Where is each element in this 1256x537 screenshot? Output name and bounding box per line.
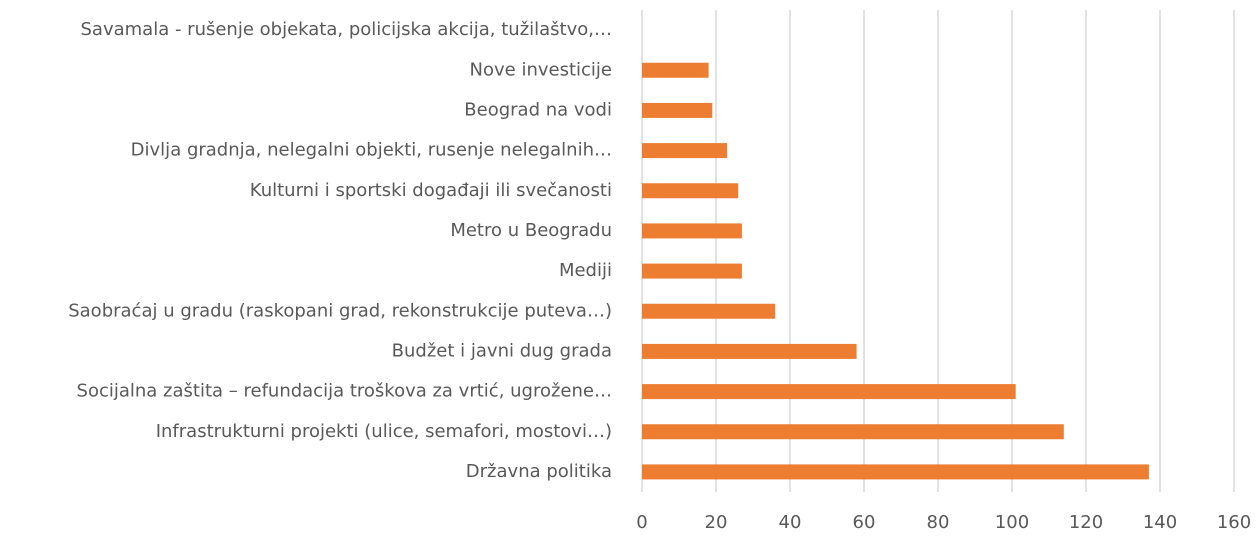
x-tick-label: 140 — [1143, 512, 1177, 533]
x-tick-label: 40 — [779, 512, 802, 533]
x-tick-label: 0 — [636, 512, 647, 533]
bar — [642, 143, 728, 159]
y-tick-label: Kulturni i sportski događaji ili svečano… — [250, 180, 612, 201]
y-tick-label: Beograd na vodi — [464, 99, 612, 120]
y-tick-label: Savamala - rušenje objekata, policijska … — [81, 19, 613, 40]
x-tick-label: 160 — [1217, 512, 1251, 533]
bar — [642, 303, 776, 319]
y-tick-label: Infrastrukturni projekti (ulice, semafor… — [156, 421, 612, 442]
y-tick-label: Mediji — [559, 260, 612, 281]
x-tick-label: 120 — [1069, 512, 1103, 533]
bar — [642, 102, 713, 118]
bar — [642, 424, 1064, 440]
y-tick-label: Socijalna zaštita – refundacija troškova… — [77, 381, 612, 402]
x-tick-label: 80 — [927, 512, 950, 533]
bar — [642, 384, 1016, 400]
x-tick-label: 60 — [853, 512, 876, 533]
bar — [642, 464, 1149, 480]
bar — [642, 343, 857, 359]
bar — [642, 62, 709, 78]
x-tick-label: 100 — [995, 512, 1029, 533]
y-tick-label: Budžet i javni dug grada — [392, 340, 612, 361]
bar — [642, 263, 742, 279]
x-tick-label: 20 — [705, 512, 728, 533]
y-tick-label: Nove investicije — [470, 59, 612, 80]
y-tick-label: Državna politika — [466, 461, 612, 482]
y-tick-label: Divlja gradnja, nelegalni objekti, rusen… — [131, 140, 612, 161]
y-tick-label: Saobraćaj u gradu (raskopani grad, rekon… — [68, 300, 612, 321]
bar — [642, 183, 739, 199]
bar — [642, 223, 742, 239]
y-tick-label: Metro u Beogradu — [450, 220, 612, 241]
